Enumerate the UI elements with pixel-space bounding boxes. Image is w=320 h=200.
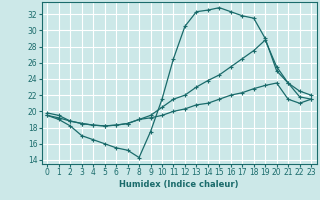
X-axis label: Humidex (Indice chaleur): Humidex (Indice chaleur) — [119, 180, 239, 189]
